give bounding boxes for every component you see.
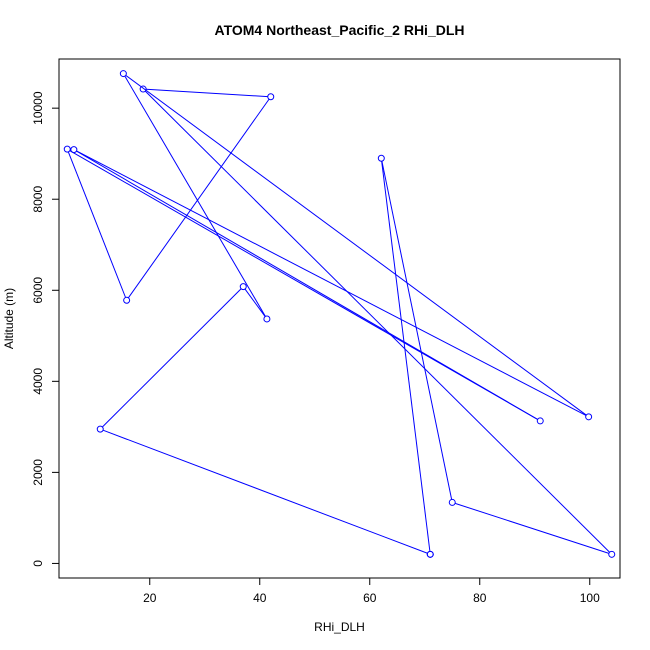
series-line-segment [102,288,242,428]
chart-title: ATOM4 Northeast_Pacific_2 RHi_DLH [215,22,465,38]
series-line-segment [127,98,270,299]
x-tick-label: 100 [580,591,600,605]
series-line-segment [102,429,428,554]
data-point [70,146,78,154]
x-axis: 20 40 60 80 100 [143,578,600,605]
y-tick-label: 4000 [31,368,45,395]
data-point [139,85,147,93]
x-tick-label: 80 [473,591,487,605]
x-tick-label: 20 [143,591,157,605]
data-point [608,550,616,558]
series-line-segment [381,161,431,552]
data-point [585,413,593,421]
y-axis: 0 2000 4000 6000 8000 10000 [31,91,59,567]
series-line-segment [146,88,268,98]
y-tick-label: 10000 [31,91,45,125]
data-point [63,145,71,153]
data-point [377,154,385,162]
y-axis-label: Altitude (m) [2,288,16,349]
series-line-segment [76,150,587,416]
series-layer [63,70,616,558]
series-line-segment [67,151,127,298]
data-point [123,296,131,304]
data-point [263,315,271,323]
x-tick-label: 60 [363,591,377,605]
series-line-segment [454,502,610,554]
data-point [536,417,544,425]
series-line-segment [244,288,266,317]
data-point [239,283,247,291]
y-tick-label: 6000 [31,277,45,304]
series-line-segment [124,75,266,317]
data-point [448,498,456,506]
y-tick-label: 0 [31,560,45,567]
plot-frame [58,58,621,579]
series-line-segment [125,74,587,416]
x-axis-label: RHi_DLH [314,620,365,634]
data-point [96,425,104,433]
data-point [267,93,275,101]
series-line-segment [144,90,610,553]
y-tick-label: 8000 [31,186,45,213]
data-point [119,70,127,78]
series-line-segment [381,161,453,500]
series-line-segment [69,150,538,420]
x-tick-label: 40 [253,591,267,605]
y-tick-label: 2000 [31,459,45,486]
data-point [426,550,434,558]
